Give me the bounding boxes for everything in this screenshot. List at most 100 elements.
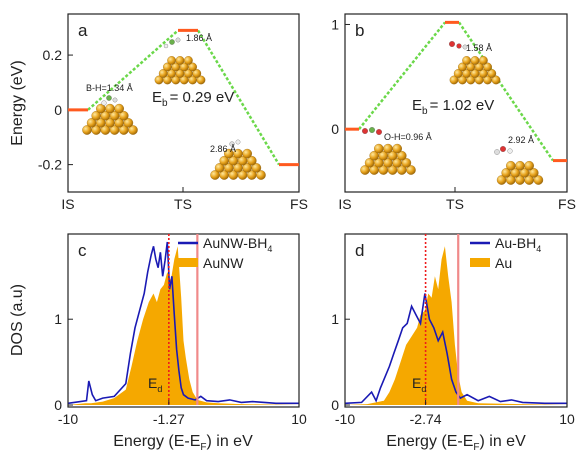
panel-c-ytick-label: 0: [54, 397, 62, 413]
panel-c-xtick-label: -1.27: [153, 411, 185, 427]
gold-atom: [114, 103, 124, 114]
panel-d-dos-line: [344, 293, 567, 405]
panel-c-dos-area: [68, 246, 299, 405]
molecule-atom: [229, 141, 235, 147]
panel-b-ts-annotation: 1.58 Å: [466, 43, 492, 53]
molecule-atom: [369, 127, 375, 133]
molecule-atom: [235, 139, 241, 145]
panel-b-connector: [358, 21, 446, 130]
gold-atom: [128, 125, 138, 135]
panel-b-plot: 1 0 IS TS FS: [331, 16, 576, 212]
molecule-atom: [163, 43, 169, 49]
panel-c-ed-e: E: [148, 375, 157, 391]
panel-b-fs-annotation: 2.92 Å: [508, 135, 534, 145]
energy-x-title-c-sub: F: [200, 442, 206, 453]
gold-atom: [533, 175, 544, 185]
energy-x-title-d-main: Energy (E-E: [386, 433, 473, 450]
panel-a-is-annotation: B-H=1.34 Å: [86, 83, 133, 93]
legend-c-label-1: AuNW-BH4: [203, 235, 272, 254]
panel-c-plot: -10 -1.27 10 0 1: [54, 234, 307, 427]
gold-atom: [123, 118, 134, 128]
gold-atom: [397, 150, 407, 161]
panel-a-ytick-label: -0.2: [38, 157, 62, 173]
cluster-b-fs: [496, 160, 544, 185]
cluster-a-ts: [154, 56, 206, 85]
molecule-atom: [500, 146, 506, 152]
panel-d-frame: [344, 233, 568, 408]
panel-b-letter: b: [355, 21, 364, 40]
panel-b-xtick-ts: TS: [446, 196, 464, 212]
panel-c-ed-sub: d: [157, 384, 162, 394]
cluster-a-is: [82, 103, 138, 135]
legend-d-label-1-sub: 4: [536, 244, 541, 254]
panel-b-barrier-value: = 1.02 eV: [430, 97, 495, 114]
molecule-atom: [494, 149, 500, 155]
gold-atom: [188, 62, 197, 72]
gold-atom: [392, 143, 402, 154]
panel-d-xtick-label: -2.74: [410, 411, 442, 427]
panel-c-dos-line: [67, 241, 299, 405]
panel-d-ed-e: E: [412, 375, 421, 391]
energy-x-title-d-sub: F: [473, 442, 479, 453]
molecule-atom: [376, 129, 382, 135]
panel-c-ed-label: Ed: [148, 375, 162, 394]
legend-c-label-1-sub: 4: [267, 244, 272, 254]
panel-b-ytick-label: 0: [331, 121, 339, 137]
panel-b-barrier-e: E: [412, 97, 422, 114]
legend-c-label-2: AuNW: [203, 255, 244, 271]
panel-c-xtick-label: 10: [291, 411, 307, 427]
panel-b-barrier-label: Eb = 1.02 eV: [412, 97, 494, 117]
energy-x-title-d: Energy (E-EF) in eV: [386, 433, 526, 453]
panel-c-frame: [67, 233, 300, 408]
gold-atom: [524, 160, 534, 171]
cluster-b-ts: [449, 56, 501, 85]
panel-a-barrier-sub: b: [162, 98, 168, 109]
energy-x-title-c: Energy (E-EF) in eV: [113, 433, 253, 453]
gold-atom: [491, 75, 501, 85]
panel-a-xtick-is: IS: [61, 196, 74, 212]
panel-d-ytick-label: 0: [331, 397, 339, 413]
panel-a-fs-annotation: 2.86 Å: [210, 144, 236, 154]
gold-atom: [462, 56, 471, 65]
legend-d-label-1: Au-BH4: [495, 235, 541, 254]
panel-b-frame: [344, 13, 568, 193]
panel-c-letter: c: [78, 241, 87, 260]
molecule-atom: [169, 39, 175, 45]
energy-axis-title: Energy (eV): [9, 60, 26, 145]
panel-a-ytick-label: 0: [54, 102, 62, 118]
gold-atom: [119, 110, 129, 121]
panel-c-ytick-label: 1: [54, 311, 62, 327]
gold-atom: [105, 103, 115, 114]
panel-d-ed-label: Ed: [412, 375, 426, 394]
legend-d-label-1-main: Au-BH: [495, 235, 536, 251]
molecule-atom: [462, 44, 468, 50]
panel-a-connector: [87, 29, 179, 111]
legend-c-label-1-main: AuNW-BH: [203, 235, 267, 251]
gold-atom: [506, 160, 516, 171]
legend-c-swatch: [178, 258, 198, 267]
cluster-b-is: [360, 143, 416, 175]
panel-a-letter: a: [78, 21, 88, 40]
panel-d-ed-sub: d: [421, 384, 426, 394]
gold-atom: [374, 143, 384, 154]
dos-axis-title: DOS (a.u): [9, 284, 26, 356]
panel-a-ytick-label: 0.2: [43, 47, 63, 63]
gold-atom: [167, 56, 176, 65]
panel-a-barrier-value: = 0.29 eV: [170, 89, 235, 106]
panel-d-xtick-label: 10: [559, 411, 575, 427]
gold-atom: [175, 56, 185, 65]
molecule-b-ts: [449, 41, 468, 50]
panel-c-xtick-label: -10: [58, 411, 78, 427]
panel-c-legend: AuNW-BH4 AuNW: [178, 235, 272, 271]
gold-atom: [242, 148, 252, 159]
gold-atom: [401, 158, 412, 168]
molecule-atom: [507, 148, 513, 154]
panel-d-letter: d: [355, 241, 364, 260]
panel-d-xtick-label: -10: [335, 411, 355, 427]
gold-atom: [529, 168, 539, 178]
panel-b-xtick-fs: FS: [558, 196, 576, 212]
energy-x-title-c-tail: ) in eV: [207, 433, 254, 450]
panel-b-barrier-sub: b: [422, 106, 428, 117]
energy-x-title-d-tail: ) in eV: [480, 433, 527, 450]
